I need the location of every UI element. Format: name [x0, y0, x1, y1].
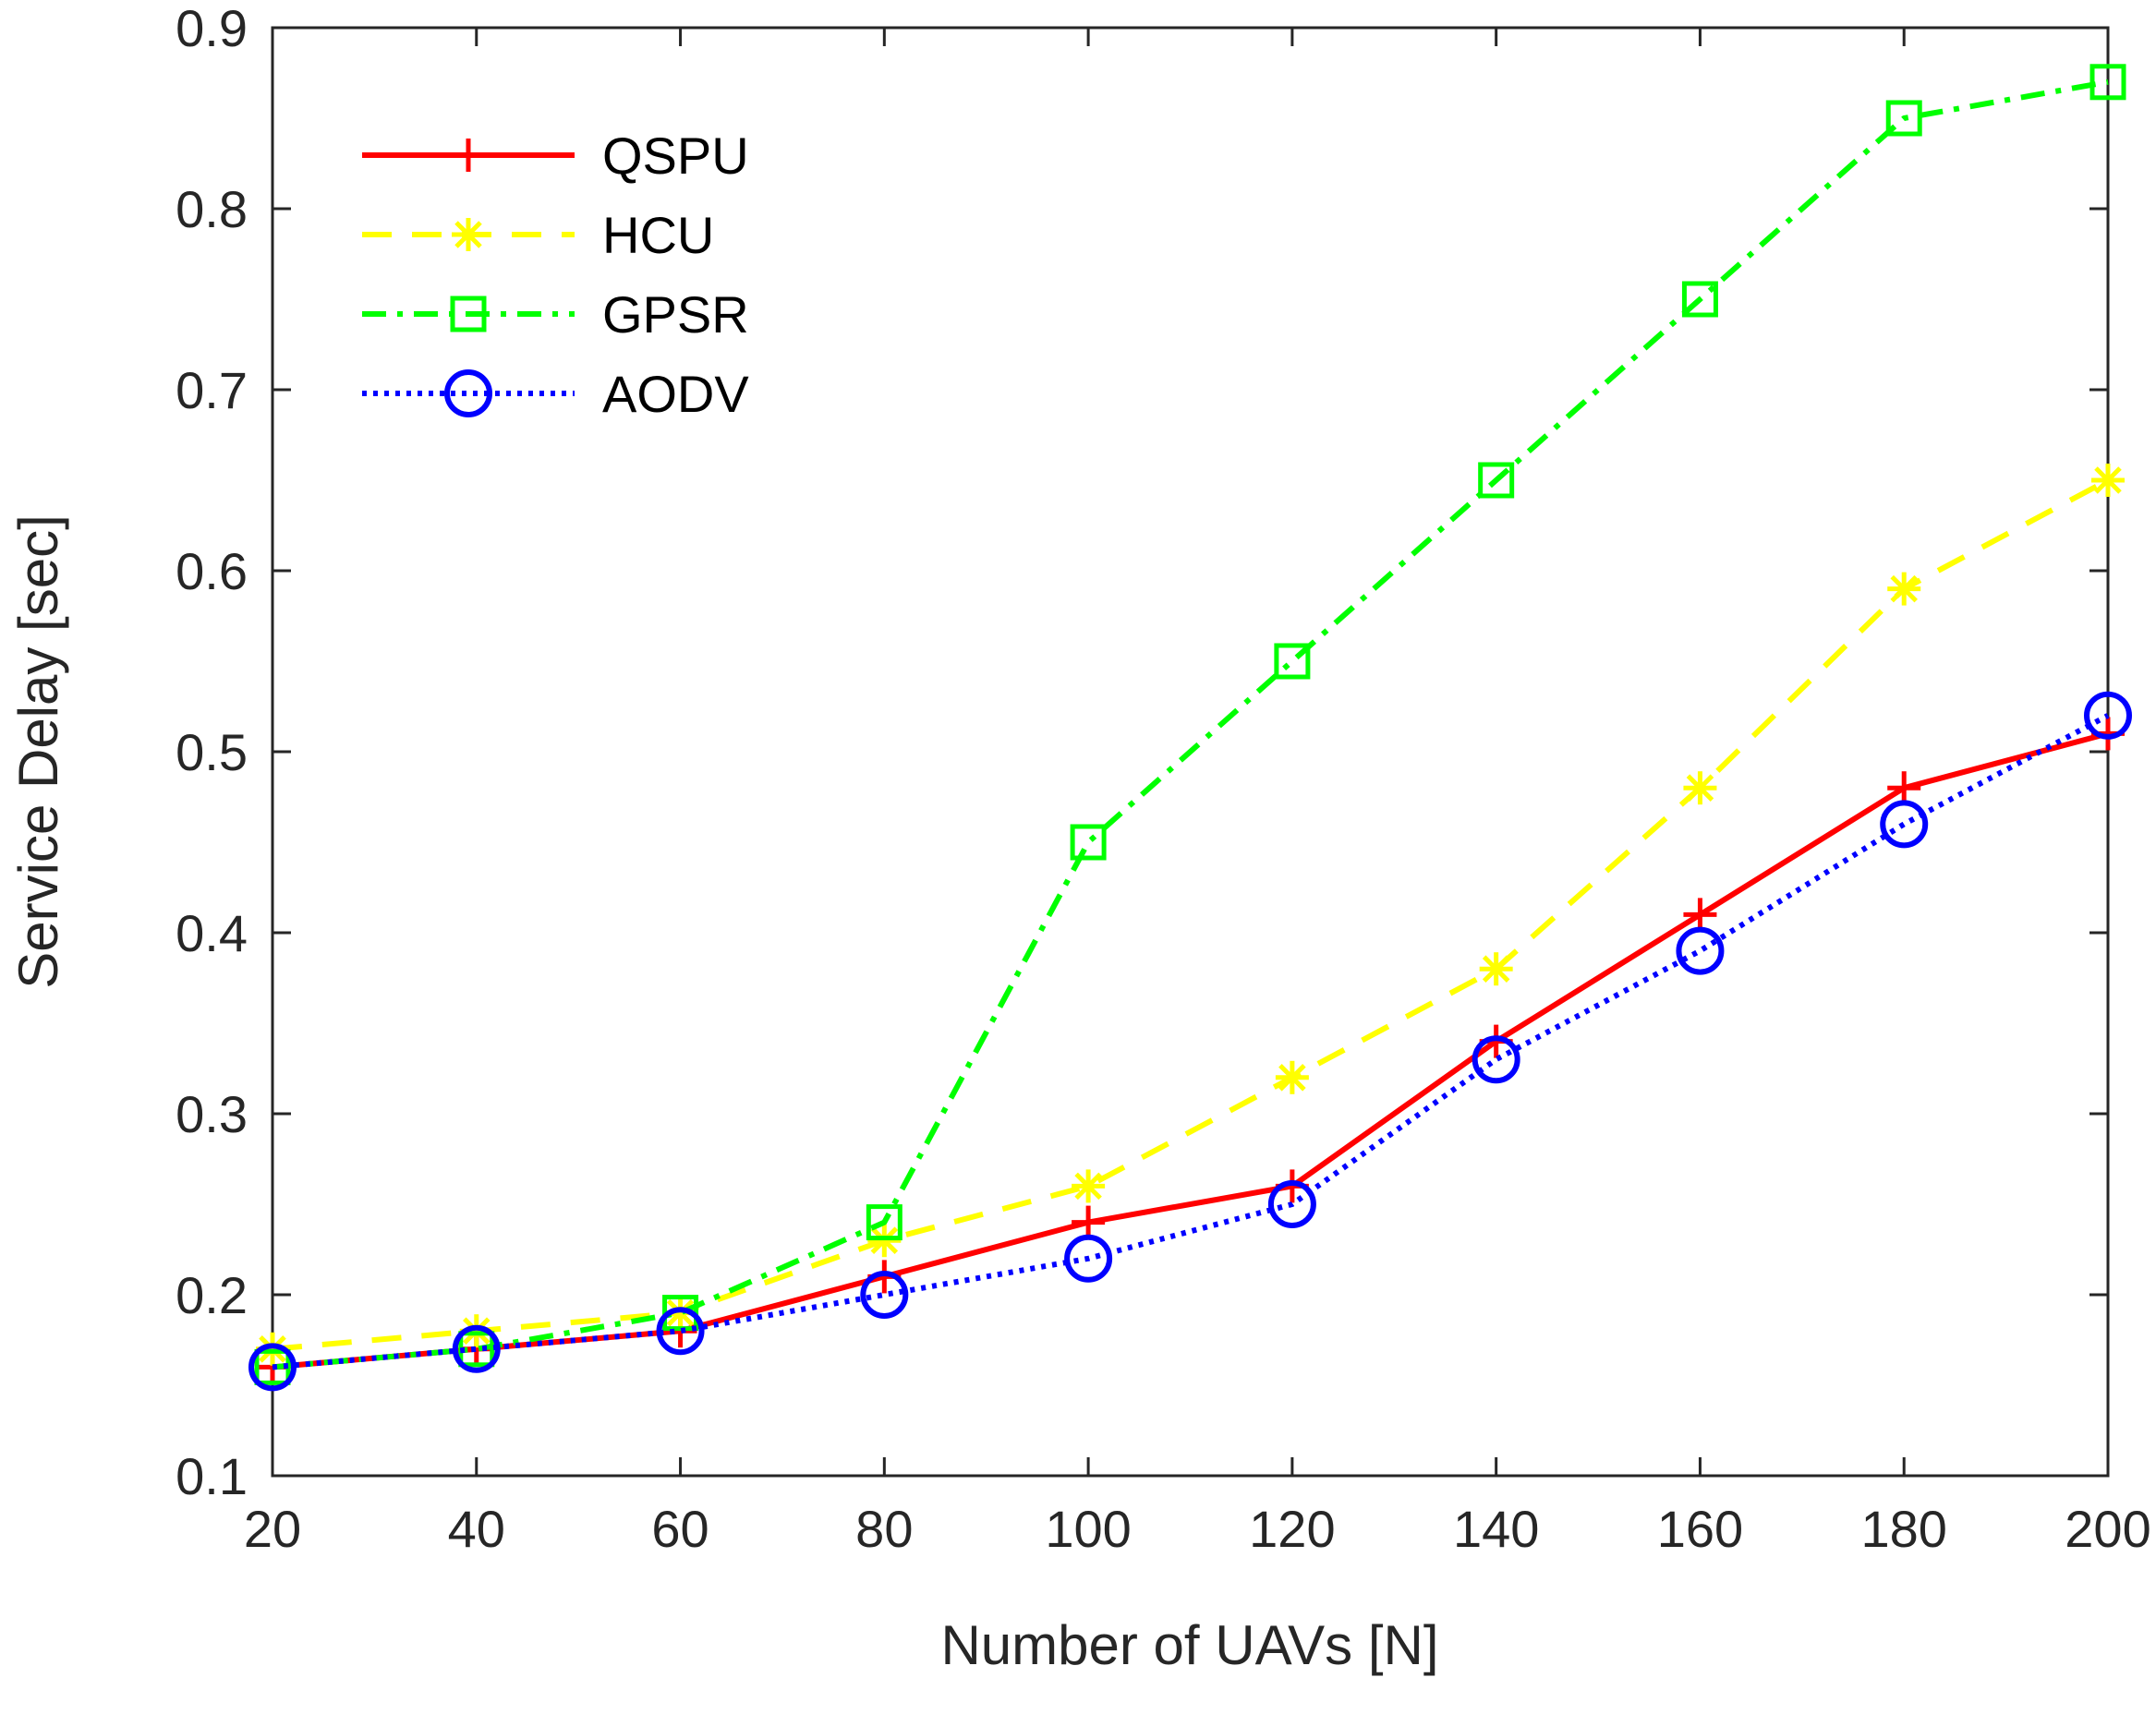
x-tick-label: 40 — [448, 1500, 505, 1558]
data-point-aodv — [1267, 1180, 1316, 1228]
legend-marker-hcu — [452, 218, 485, 251]
data-point-qspu — [1683, 898, 1717, 932]
data-point-qspu — [1072, 1205, 1106, 1239]
data-point-gpsr — [1070, 824, 1107, 861]
x-tick-label: 200 — [2065, 1500, 2150, 1558]
series-hcu — [256, 464, 2125, 1366]
data-point-hcu — [1887, 572, 1921, 606]
legend-label-gpsr: GPSR — [602, 285, 749, 344]
data-point-aodv — [860, 1271, 909, 1319]
legend-item-hcu: HCU — [362, 206, 714, 264]
series-line-gpsr — [272, 78, 2109, 1370]
data-point-hcu — [1479, 952, 1513, 986]
legend-label-qspu: QSPU — [602, 127, 749, 185]
y-tick-label: 0.9 — [176, 0, 248, 57]
data-point-hcu — [1683, 771, 1717, 805]
legend-marker-aodv — [444, 369, 492, 417]
data-point-aodv — [1064, 1234, 1113, 1283]
series-layer — [248, 64, 2132, 1392]
y-axis-label: Service Delay [sec] — [7, 514, 69, 989]
data-point-hcu — [1072, 1169, 1106, 1203]
series-line-hcu — [272, 477, 2110, 1352]
series-gpsr — [254, 64, 2126, 1385]
series-line-qspu — [272, 730, 2109, 1370]
data-point-gpsr — [1478, 462, 1515, 499]
data-point-gpsr — [2089, 64, 2126, 101]
legend: QSPU HCU GPSR AODV — [362, 127, 749, 423]
data-point-qspu — [1887, 771, 1921, 805]
legend-marker-gpsr — [450, 296, 487, 332]
data-point-hcu — [1275, 1060, 1309, 1094]
x-tick-label: 140 — [1453, 1500, 1539, 1558]
y-tick-label: 0.4 — [176, 904, 248, 962]
legend-label-aodv: AODV — [602, 365, 749, 423]
x-tick-label: 100 — [1045, 1500, 1131, 1558]
x-tick-label: 20 — [244, 1500, 301, 1558]
y-tick-label: 0.3 — [176, 1085, 248, 1143]
data-point-aodv — [1880, 800, 1929, 849]
legend-item-qspu: QSPU — [362, 127, 749, 185]
axis-ticks: 20 40 60 80 100 120 140 160 180 200 0.1 0.2 0.3 0.4 0.… — [176, 0, 2151, 1558]
x-tick-label: 60 — [651, 1500, 709, 1558]
legend-item-gpsr: GPSR — [362, 285, 749, 344]
x-tick-label: 80 — [855, 1500, 913, 1558]
legend-item-aodv: AODV — [362, 365, 749, 423]
x-tick-label: 180 — [1861, 1500, 1947, 1558]
data-point-aodv — [248, 1343, 297, 1392]
data-point-aodv — [2084, 691, 2132, 740]
y-tick-label: 0.1 — [176, 1447, 248, 1505]
legend-label-hcu: HCU — [602, 206, 714, 264]
data-point-aodv — [452, 1324, 501, 1373]
data-point-aodv — [1472, 1035, 1520, 1084]
data-point-gpsr — [1274, 643, 1311, 680]
series-aodv — [248, 691, 2132, 1392]
x-tick-label: 160 — [1657, 1500, 1743, 1558]
y-tick-label: 0.7 — [176, 361, 248, 419]
legend-marker-qspu — [452, 139, 485, 172]
data-point-hcu — [2091, 464, 2125, 497]
y-tick-label: 0.2 — [176, 1266, 248, 1324]
x-tick-label: 120 — [1249, 1500, 1335, 1558]
data-point-gpsr — [1681, 281, 1718, 318]
x-axis-label: Number of UAVs [N] — [940, 1614, 1438, 1676]
data-point-aodv — [656, 1307, 705, 1356]
y-tick-label: 0.6 — [176, 542, 248, 600]
data-point-aodv — [1676, 926, 1725, 975]
y-tick-label: 0.8 — [176, 180, 248, 238]
data-point-hcu — [867, 1224, 902, 1258]
y-tick-label: 0.5 — [176, 723, 248, 781]
data-point-gpsr — [1885, 100, 1922, 137]
data-point-gpsr — [866, 1204, 902, 1241]
